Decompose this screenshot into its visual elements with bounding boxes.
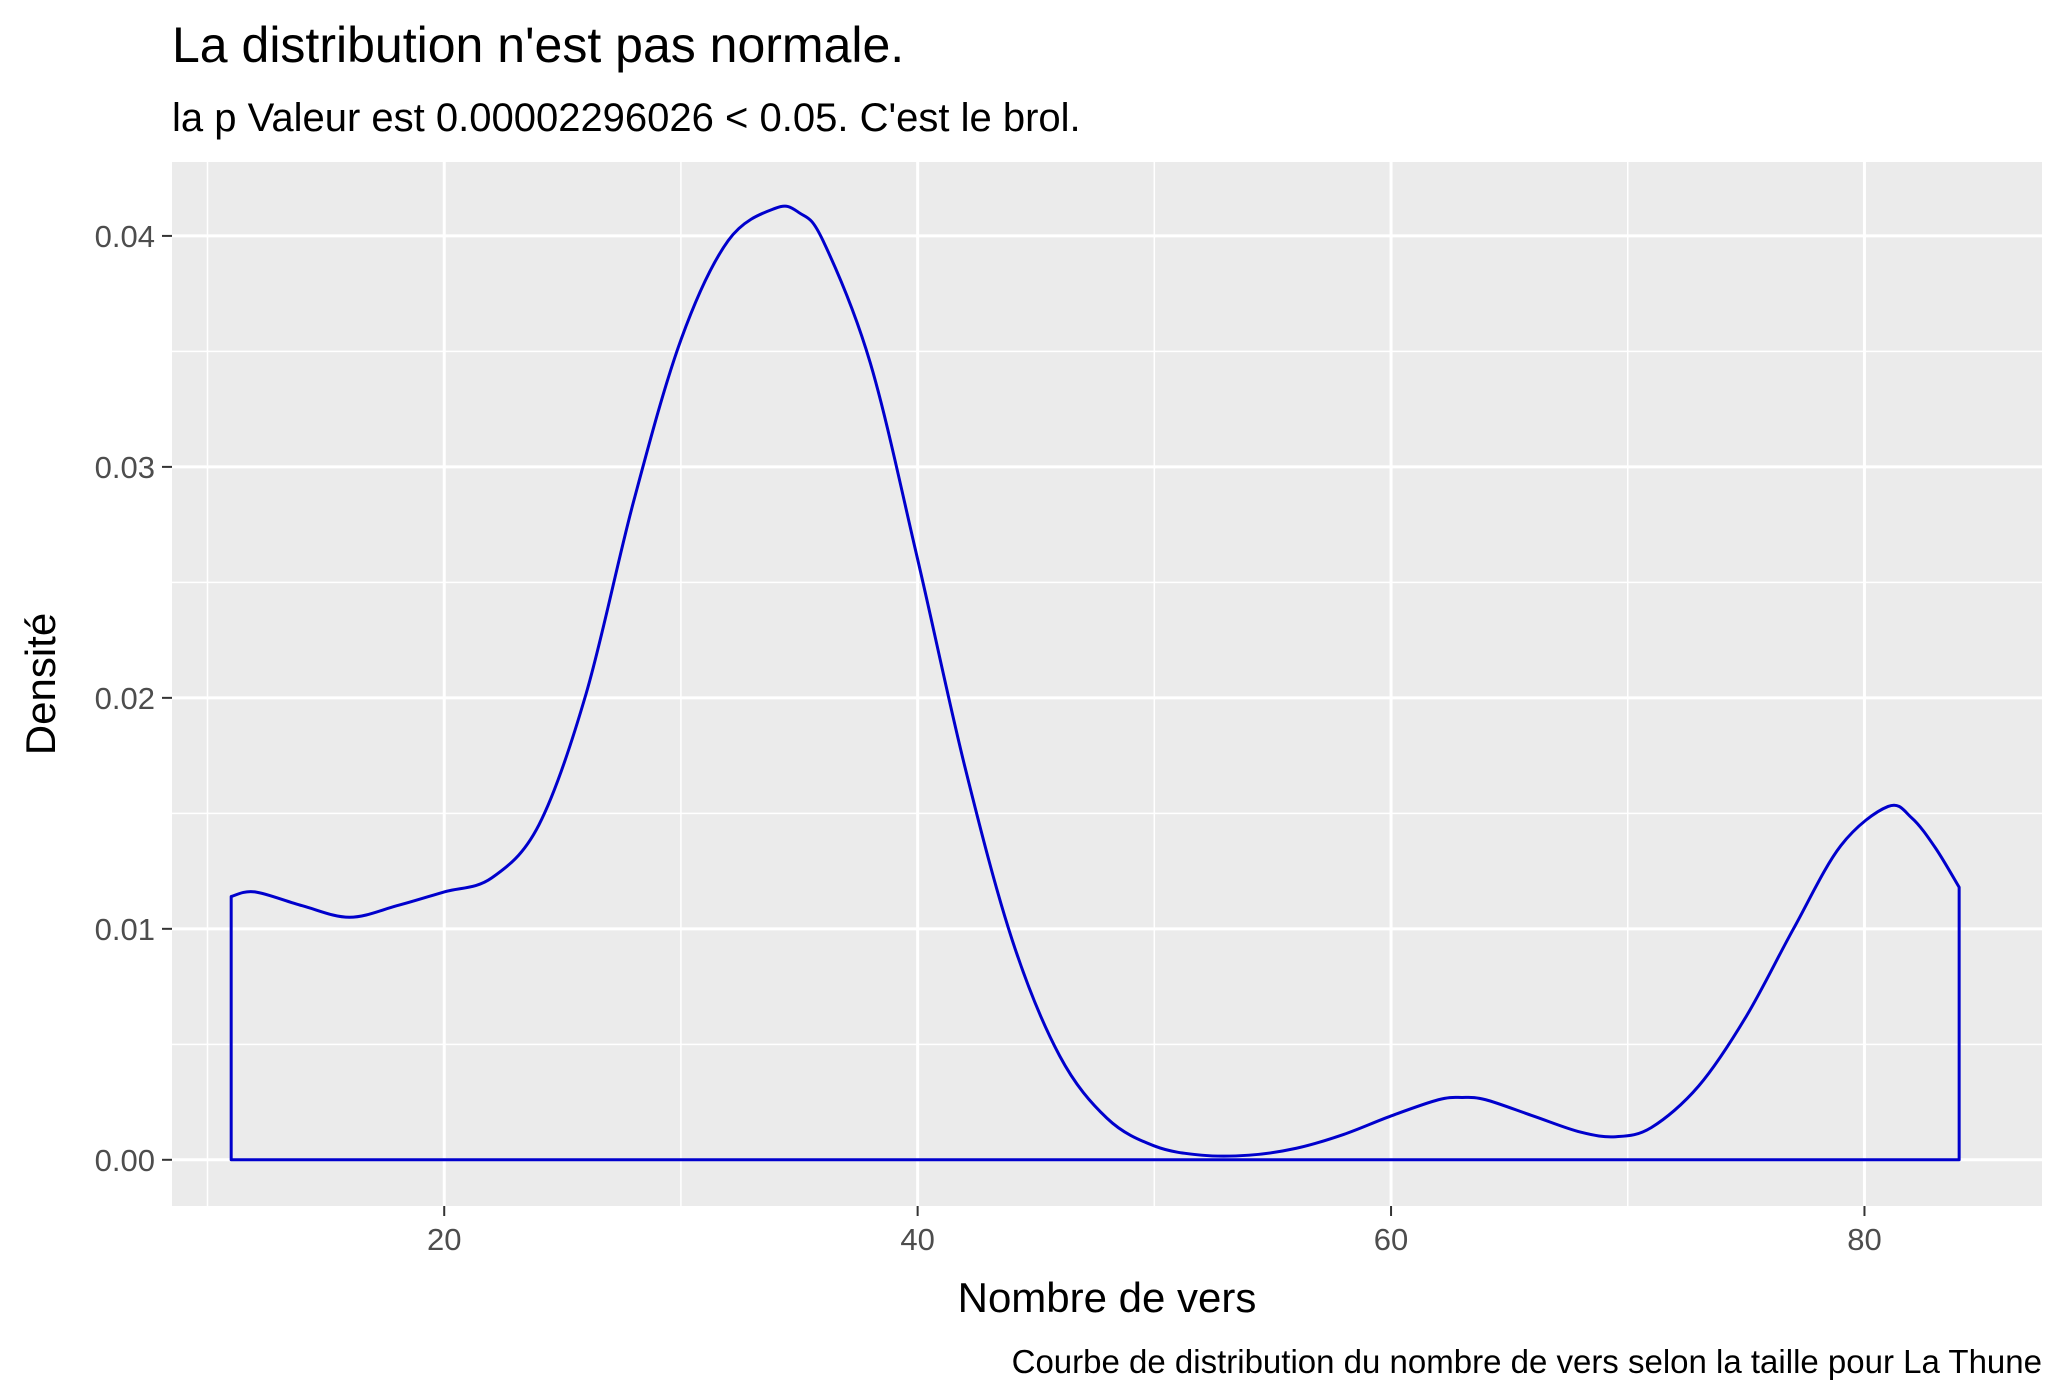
chart-caption: Courbe de distribution du nombre de vers…	[1012, 1343, 2042, 1380]
y-tick-labels: 0.00 0.01 0.02 0.03 0.04	[95, 219, 155, 1178]
chart-subtitle: la p Valeur est 0.00002296026 < 0.05. C'…	[172, 96, 1081, 140]
y-axis-title: Densité	[17, 613, 64, 755]
y-tick-label: 0.00	[95, 1143, 155, 1178]
x-tick-label: 40	[900, 1222, 934, 1257]
y-tick-label: 0.03	[95, 450, 155, 485]
series-layer	[229, 204, 1961, 1162]
chart-title: La distribution n'est pas normale.	[172, 17, 904, 73]
x-axis-title: Nombre de vers	[958, 1274, 1257, 1321]
x-tick-label: 80	[1847, 1222, 1881, 1257]
axis-ticks	[162, 234, 1866, 1216]
x-tick-label: 60	[1374, 1222, 1408, 1257]
y-tick-label: 0.02	[95, 681, 155, 716]
y-tick-label: 0.04	[95, 219, 155, 254]
x-tick-labels: 20 40 60 80	[427, 1222, 1882, 1257]
density-curve	[229, 204, 1961, 1162]
plot-panel	[172, 162, 2042, 1206]
y-tick-label: 0.01	[95, 912, 155, 947]
x-tick-label: 20	[427, 1222, 461, 1257]
